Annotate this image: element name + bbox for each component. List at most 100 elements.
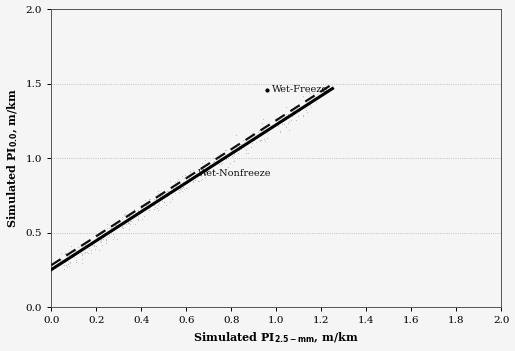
Point (81, 243, 89, 248)
Point (299, 93, 307, 98)
Point (134, 217, 142, 222)
Point (78, 252, 87, 258)
Point (70, 250, 78, 255)
Point (101, 232, 109, 238)
Point (123, 213, 131, 218)
Point (301, 98, 309, 103)
Point (290, 106, 299, 112)
Point (295, 103, 303, 108)
Point (119, 225, 127, 231)
Point (272, 118, 281, 123)
Point (194, 178, 202, 184)
Point (170, 180, 179, 185)
Point (182, 185, 190, 191)
Point (113, 236, 121, 242)
Point (237, 146, 245, 152)
Point (169, 188, 177, 194)
Point (169, 185, 177, 191)
Point (201, 174, 209, 180)
Point (130, 212, 139, 218)
Point (219, 152, 228, 157)
Point (181, 173, 189, 178)
Point (307, 97, 316, 102)
Point (125, 213, 133, 219)
Point (110, 234, 118, 240)
Point (135, 210, 144, 216)
Point (138, 205, 146, 210)
Point (209, 160, 217, 165)
Point (222, 155, 230, 161)
Point (178, 173, 186, 179)
Point (64, 253, 73, 258)
Point (80, 241, 89, 247)
Point (287, 117, 295, 122)
Point (97, 239, 106, 245)
Point (165, 190, 174, 196)
Point (125, 226, 133, 232)
Point (234, 151, 243, 156)
Point (135, 211, 144, 217)
Point (91, 246, 99, 252)
Point (78, 256, 86, 261)
Point (196, 171, 204, 177)
Point (154, 203, 162, 208)
Point (110, 226, 118, 232)
Point (210, 158, 218, 164)
Text: Wet-Freeze: Wet-Freeze (272, 85, 328, 94)
Point (124, 219, 132, 225)
Point (250, 138, 259, 143)
Point (127, 218, 135, 224)
Point (134, 208, 142, 214)
Point (181, 180, 190, 185)
Point (158, 198, 166, 204)
Point (186, 170, 194, 175)
Point (243, 140, 251, 146)
Point (96, 237, 105, 242)
Point (175, 187, 183, 193)
Point (171, 190, 179, 196)
Point (242, 150, 250, 156)
Point (124, 218, 132, 224)
Point (237, 141, 245, 147)
Point (76, 250, 84, 256)
Point (83, 243, 91, 249)
Point (259, 120, 267, 126)
Point (90, 243, 98, 249)
Point (102, 221, 111, 227)
Point (102, 236, 110, 242)
Point (230, 159, 238, 164)
Point (189, 175, 197, 181)
Point (177, 186, 185, 191)
Point (198, 176, 206, 181)
Point (103, 225, 111, 231)
Point (109, 231, 117, 236)
Point (305, 102, 314, 107)
Point (97, 231, 106, 236)
Point (216, 159, 224, 164)
Point (118, 223, 126, 229)
Point (145, 197, 153, 202)
Point (191, 177, 199, 183)
Point (196, 172, 204, 177)
Point (163, 188, 171, 194)
Point (282, 104, 290, 110)
Point (295, 107, 303, 112)
Point (61, 250, 70, 256)
Point (140, 213, 148, 219)
Point (134, 213, 142, 219)
Point (175, 176, 183, 181)
Point (170, 185, 179, 191)
Point (168, 195, 176, 200)
Point (117, 224, 126, 230)
Point (185, 174, 193, 180)
Point (87, 247, 95, 252)
Point (132, 210, 141, 216)
Point (259, 116, 267, 122)
Point (83, 249, 91, 255)
Point (145, 205, 153, 211)
Point (56, 258, 64, 264)
Point (189, 179, 197, 185)
Point (263, 130, 271, 136)
Point (292, 117, 300, 123)
Point (282, 111, 290, 117)
